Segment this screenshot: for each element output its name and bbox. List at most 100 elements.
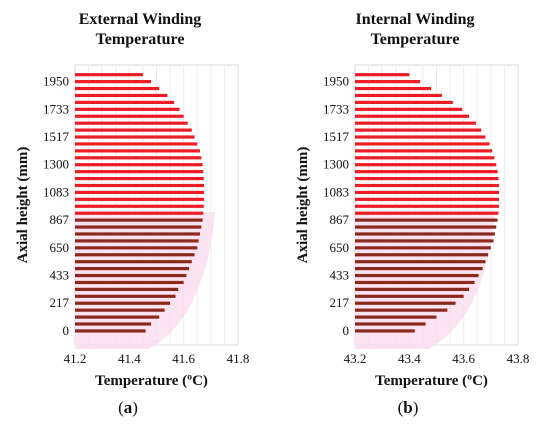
bar (75, 225, 202, 229)
bar (75, 142, 198, 146)
chart-panel-internal: Internal Winding Temperature 43.2 43.4 43.… (275, 0, 550, 429)
subfigure-label: (b) (397, 398, 419, 417)
y-tick-label: 1733 (323, 101, 349, 116)
y-tick-label: 1083 (43, 184, 69, 199)
bar (75, 121, 188, 125)
bar (75, 239, 199, 243)
x-tick-label: 43.2 (344, 351, 367, 366)
bar (75, 73, 143, 77)
x-tick-label: 41.6 (172, 351, 195, 366)
bar (355, 190, 499, 195)
bar (75, 322, 152, 326)
y-tick-label: 1733 (43, 101, 69, 116)
bar (75, 176, 204, 181)
bar (75, 197, 205, 201)
bar (355, 204, 499, 208)
y-axis-title: Axial height (mm) (15, 147, 31, 264)
bar (355, 183, 499, 188)
y-tick-label: 867 (50, 212, 70, 227)
x-tick-label: 43.6 (452, 351, 475, 366)
bar (355, 301, 456, 305)
bar (355, 107, 463, 111)
bar (355, 93, 442, 98)
bar (75, 232, 200, 236)
bar (75, 190, 205, 195)
bar (75, 287, 179, 291)
bar (355, 149, 493, 153)
bar (75, 107, 180, 111)
chart-title: Internal Winding Temperature (305, 10, 525, 50)
bar (355, 246, 491, 250)
bar (75, 149, 200, 153)
bar (75, 128, 192, 132)
bar (355, 294, 464, 298)
x-tick-label: 41.2 (64, 351, 87, 366)
bar (355, 135, 486, 139)
bar (75, 308, 165, 312)
y-tick-label: 433 (50, 268, 70, 283)
bar (355, 114, 470, 118)
bar (355, 273, 479, 278)
chart-svg: 41.2 41.4 41.6 41.8 0 217 433 650 867 1083 1300 151… (15, 64, 250, 389)
subfigure-letter: a (123, 398, 133, 417)
bar (355, 128, 482, 132)
y-tick-label: 1517 (43, 129, 70, 144)
x-axis-title: Temperature (ºC) (95, 373, 208, 389)
x-tick-label: 41.4 (118, 351, 141, 366)
bar (75, 267, 190, 271)
bar (355, 329, 415, 333)
bar (355, 260, 486, 264)
y-tick-label: 433 (330, 268, 350, 283)
bar (75, 211, 204, 215)
chart-panel-external: External Winding Temperature 41.2 41.4 41.… (15, 10, 250, 417)
bar (75, 86, 160, 91)
bar (355, 176, 499, 181)
bar (75, 163, 203, 167)
bar (75, 204, 204, 208)
y-tick-label: 650 (50, 240, 70, 255)
bar (355, 80, 421, 84)
subfigure-label: (a) (118, 398, 138, 417)
bar (75, 273, 187, 278)
chart-title-line: Internal Winding (355, 11, 475, 28)
chart-title: External Winding Temperature (30, 10, 250, 50)
bar (75, 246, 198, 250)
bar (75, 114, 184, 118)
bar (75, 218, 203, 222)
y-tick-label: 1950 (323, 74, 349, 89)
y-tick-label: 0 (343, 323, 350, 338)
bar (355, 142, 490, 146)
x-tick-label: 43.8 (507, 351, 530, 366)
bar (75, 280, 184, 285)
bar (355, 86, 432, 91)
y-tick-label: 0 (63, 323, 70, 338)
bar (355, 163, 497, 167)
chart-svg: 43.2 43.4 43.6 43.8 0 217 433 650 867 1083 1300 151… (295, 64, 530, 389)
bar (75, 156, 202, 160)
bar (75, 93, 168, 98)
bar (355, 315, 437, 319)
bar (75, 100, 175, 104)
bar (355, 170, 498, 174)
bar (355, 156, 495, 160)
bar (355, 287, 470, 291)
bar (355, 218, 498, 222)
bar (75, 135, 195, 139)
bar (75, 329, 146, 333)
bar (355, 280, 475, 285)
chart-title-line: External Winding (78, 11, 202, 28)
x-axis-title: Temperature (ºC) (375, 373, 488, 389)
y-tick-label: 217 (330, 295, 350, 310)
y-tick-label: 867 (330, 212, 350, 227)
bar (75, 260, 192, 264)
bar (355, 225, 497, 229)
x-tick-label: 41.8 (227, 351, 250, 366)
y-tick-label: 1300 (323, 157, 349, 172)
y-tick-label: 217 (50, 295, 70, 310)
chart-title-line: Temperature (370, 31, 460, 48)
bar (355, 100, 453, 104)
chart-title-line: Temperature (95, 31, 185, 48)
y-tick-label: 650 (330, 240, 350, 255)
bar (355, 308, 448, 312)
bar (75, 294, 176, 298)
